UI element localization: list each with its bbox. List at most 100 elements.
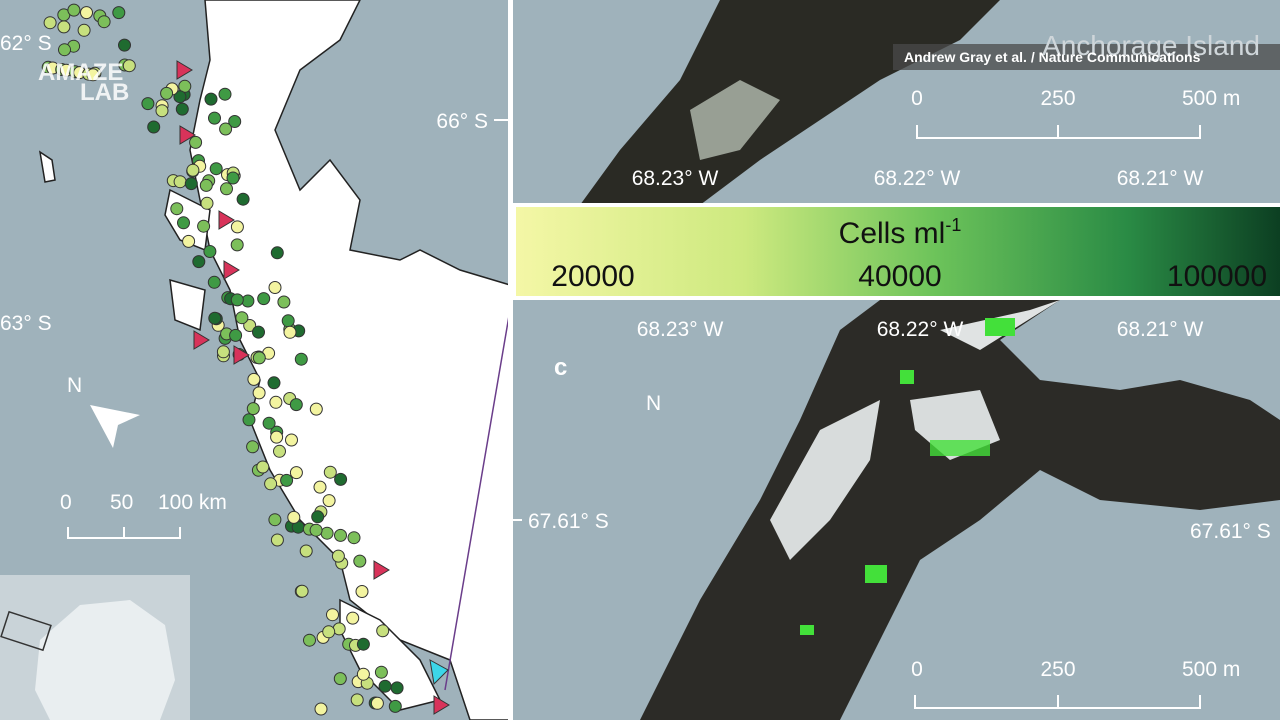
colorbar-label-text: Cells ml	[839, 217, 946, 250]
sample-point	[189, 135, 203, 149]
sample-point	[58, 43, 71, 57]
sample-point	[147, 120, 161, 134]
sample-point	[267, 376, 281, 390]
sample-point	[378, 679, 392, 693]
sample-point	[281, 314, 295, 328]
sample-point	[280, 473, 294, 487]
sample-point	[374, 665, 388, 679]
sample-point	[122, 59, 136, 73]
sample-point	[283, 325, 297, 339]
sample-point	[313, 480, 327, 494]
sample-point	[230, 293, 244, 307]
sample-point	[230, 238, 244, 252]
algae-patch	[865, 565, 887, 583]
snow	[690, 80, 780, 160]
bottom-panel: c N 68.23° W 68.22° W 68.21° W 67.61° S …	[512, 300, 1280, 720]
sample-point	[228, 115, 242, 128]
sample-point	[289, 398, 303, 412]
sample-point	[331, 549, 345, 563]
sample-point	[43, 16, 57, 30]
sample-point	[160, 86, 174, 100]
sample-point	[243, 319, 257, 332]
site-marker	[218, 210, 235, 230]
sample-point	[252, 386, 266, 400]
sample-point	[285, 433, 298, 447]
sample-point	[326, 608, 339, 622]
sample-point	[333, 672, 347, 686]
scale-label: 500 m	[1182, 87, 1240, 110]
latitude-label: 67.61° S	[1190, 520, 1271, 543]
site-marker	[373, 560, 390, 580]
sample-point	[268, 513, 282, 527]
sample-point	[273, 444, 286, 458]
top-panel: Anchorage Island Andrew Gray et al. / Na…	[436, 0, 1280, 205]
sample-point	[299, 544, 313, 558]
sample-point	[376, 624, 390, 638]
sample-point	[247, 372, 261, 386]
site-marker	[176, 60, 193, 80]
latitude-label: 66° S	[436, 110, 488, 133]
sample-point	[322, 494, 336, 508]
sample-point	[257, 292, 271, 306]
sample-point	[173, 175, 187, 189]
sample-point	[175, 102, 189, 116]
sample-point	[177, 216, 190, 230]
sample-point	[246, 440, 260, 454]
site-marker	[433, 695, 450, 715]
scale-label: 250	[1040, 658, 1075, 681]
sample-point	[311, 510, 325, 524]
sample-point	[334, 528, 347, 542]
sample-point	[356, 667, 370, 681]
longitude-label: 68.22° W	[874, 167, 961, 190]
sample-point	[155, 104, 169, 118]
algae-patch	[900, 370, 914, 384]
colorbar-tick: 100000	[1167, 260, 1267, 293]
sample-point	[57, 20, 71, 34]
sample-point	[346, 611, 360, 625]
sample-point	[264, 477, 278, 491]
latitude-label: 62° S	[0, 32, 52, 55]
sample-point	[390, 681, 404, 695]
sample-point	[199, 178, 213, 192]
longitude-label: 68.21° W	[1117, 318, 1204, 341]
sample-point	[303, 633, 316, 647]
sample-point	[356, 637, 370, 651]
longitude-label: 68.21° W	[1117, 167, 1204, 190]
scale-label: 100 km	[158, 491, 227, 514]
sample-point	[246, 402, 260, 416]
snow	[770, 390, 1000, 560]
sample-point	[97, 15, 111, 29]
north-label: N	[646, 392, 661, 415]
sample-point	[86, 68, 100, 82]
sample-point	[192, 255, 206, 269]
sample-point	[178, 79, 192, 93]
sample-point	[268, 281, 282, 294]
sample-point	[77, 23, 91, 37]
scale-label: 50	[110, 491, 133, 514]
site-marker	[179, 125, 196, 145]
scale-label: 0	[911, 87, 923, 110]
sample-point	[347, 531, 361, 545]
algae	[800, 318, 1015, 635]
longitude-label: 68.22° W	[877, 318, 964, 341]
scale-label: 0	[911, 658, 923, 681]
sample-point	[141, 97, 155, 111]
sample-point	[262, 416, 276, 430]
sample-point	[322, 625, 336, 639]
sample-point	[242, 413, 256, 427]
left-map: N 62° S 63° S 0 50 100 km AMAZE LAB	[0, 0, 511, 720]
connector-line	[444, 309, 511, 691]
site-marker	[233, 345, 250, 365]
islet	[38, 150, 56, 183]
sample-point	[209, 162, 223, 176]
site-marker	[193, 330, 210, 350]
scale-bar	[916, 125, 1201, 139]
longitude-label: 68.23° W	[637, 318, 724, 341]
sample-point	[236, 192, 250, 206]
sample-point	[287, 510, 301, 524]
scale-label: 500 m	[1182, 658, 1240, 681]
credit: Andrew Gray et al. / Nature Communicatio…	[904, 49, 1201, 65]
sample-point	[314, 702, 328, 716]
